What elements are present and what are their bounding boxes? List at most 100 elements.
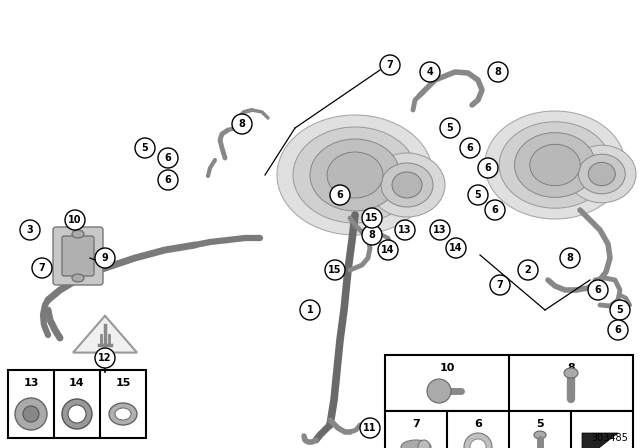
Text: 5: 5 (447, 123, 453, 133)
Circle shape (158, 148, 178, 168)
Ellipse shape (277, 115, 433, 235)
Ellipse shape (115, 408, 131, 420)
Text: 8: 8 (495, 67, 501, 77)
Text: 15: 15 (365, 213, 379, 223)
Circle shape (468, 185, 488, 205)
Circle shape (440, 118, 460, 138)
Text: 13: 13 (398, 225, 412, 235)
Text: 2: 2 (525, 265, 531, 275)
Text: 13: 13 (23, 378, 38, 388)
Circle shape (32, 258, 52, 278)
Ellipse shape (499, 122, 611, 208)
Text: 6: 6 (595, 285, 602, 295)
Circle shape (380, 55, 400, 75)
Circle shape (362, 208, 382, 228)
Circle shape (68, 405, 86, 423)
Text: 5: 5 (141, 143, 148, 153)
Ellipse shape (534, 431, 546, 439)
Ellipse shape (369, 153, 445, 217)
Text: 12: 12 (99, 353, 112, 363)
Circle shape (15, 398, 47, 430)
Text: 6: 6 (164, 153, 172, 163)
Text: 6: 6 (492, 205, 499, 215)
Circle shape (560, 248, 580, 268)
Circle shape (378, 240, 398, 260)
Circle shape (464, 433, 492, 448)
Text: 4: 4 (427, 67, 433, 77)
Ellipse shape (109, 403, 137, 425)
Text: 6: 6 (484, 163, 492, 173)
Text: 10: 10 (68, 215, 82, 225)
Text: 14: 14 (381, 245, 395, 255)
Circle shape (427, 379, 451, 403)
Polygon shape (73, 316, 137, 353)
Circle shape (65, 210, 85, 230)
Polygon shape (582, 433, 618, 448)
Text: 8: 8 (566, 253, 573, 263)
Text: 8: 8 (567, 363, 575, 373)
Text: 8: 8 (369, 230, 376, 240)
Ellipse shape (530, 144, 580, 186)
Circle shape (135, 138, 155, 158)
Circle shape (420, 62, 440, 82)
Text: 14: 14 (449, 243, 463, 253)
Text: 6: 6 (164, 175, 172, 185)
Circle shape (62, 399, 92, 429)
Text: 13: 13 (433, 225, 447, 235)
Circle shape (300, 300, 320, 320)
Ellipse shape (579, 154, 625, 194)
Circle shape (158, 170, 178, 190)
Text: 7: 7 (412, 419, 420, 429)
Circle shape (446, 238, 466, 258)
Circle shape (478, 158, 498, 178)
Text: 6: 6 (467, 143, 474, 153)
Circle shape (488, 62, 508, 82)
Ellipse shape (392, 172, 422, 198)
FancyBboxPatch shape (53, 227, 103, 285)
Text: 303485: 303485 (591, 433, 628, 443)
Ellipse shape (588, 162, 615, 186)
Circle shape (610, 300, 630, 320)
Text: 14: 14 (69, 378, 85, 388)
Circle shape (490, 275, 510, 295)
Circle shape (395, 220, 415, 240)
Circle shape (360, 418, 380, 438)
Circle shape (608, 320, 628, 340)
Ellipse shape (381, 163, 433, 207)
Text: 7: 7 (497, 280, 504, 290)
Text: 5: 5 (475, 190, 481, 200)
Text: 7: 7 (387, 60, 394, 70)
Text: 9: 9 (102, 253, 108, 263)
Circle shape (362, 225, 382, 245)
Ellipse shape (401, 440, 431, 448)
Text: 15: 15 (328, 265, 342, 275)
FancyBboxPatch shape (8, 370, 146, 438)
Text: 6: 6 (614, 325, 621, 335)
Text: 11: 11 (364, 423, 377, 433)
Ellipse shape (293, 127, 417, 223)
FancyBboxPatch shape (385, 411, 633, 448)
Text: 7: 7 (38, 263, 45, 273)
FancyBboxPatch shape (385, 355, 633, 411)
Circle shape (470, 439, 486, 448)
Circle shape (485, 200, 505, 220)
Ellipse shape (72, 274, 84, 282)
Circle shape (325, 260, 345, 280)
Ellipse shape (418, 440, 430, 448)
Circle shape (330, 185, 350, 205)
Ellipse shape (564, 368, 578, 378)
FancyBboxPatch shape (62, 236, 94, 276)
Text: 15: 15 (115, 378, 131, 388)
Circle shape (20, 220, 40, 240)
Circle shape (232, 114, 252, 134)
Text: 6: 6 (337, 190, 344, 200)
Text: 5: 5 (616, 305, 623, 315)
Circle shape (95, 248, 115, 268)
Circle shape (430, 220, 450, 240)
Text: 8: 8 (239, 119, 245, 129)
Text: 10: 10 (439, 363, 454, 373)
Ellipse shape (327, 152, 383, 198)
Text: 1: 1 (307, 305, 314, 315)
Circle shape (23, 406, 39, 422)
Circle shape (95, 348, 115, 368)
